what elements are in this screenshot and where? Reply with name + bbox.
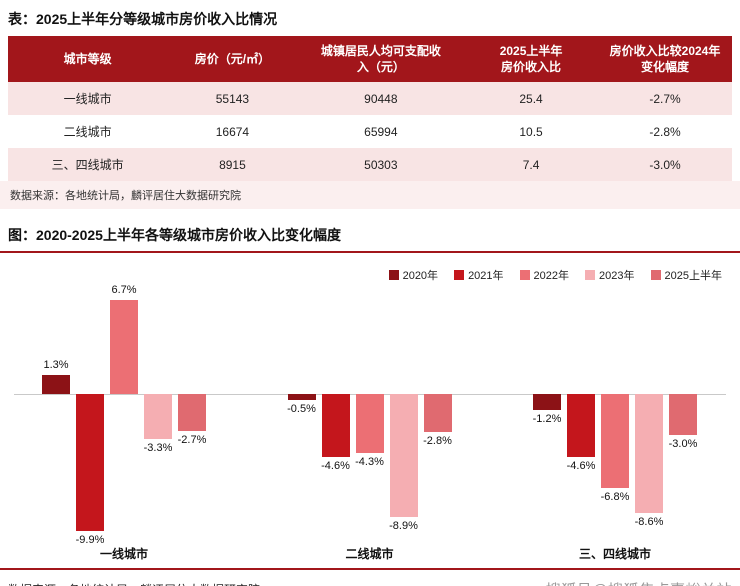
table-cell: 65994 xyxy=(364,124,398,139)
bar-三、四线城市-2022年 xyxy=(601,393,629,488)
chart-bottom-divider xyxy=(0,568,740,571)
bar-二线城市-2021年 xyxy=(321,393,350,458)
bar-value-label: 1.3% xyxy=(43,359,69,372)
legend-label: 2022年 xyxy=(533,270,570,283)
table-cell: -3.0% xyxy=(649,157,681,172)
x-axis-category-label: 二线城市 xyxy=(345,547,394,562)
table-cell: 90448 xyxy=(364,91,398,106)
table-cell: -2.8% xyxy=(649,124,681,139)
bar-value-label: -6.8% xyxy=(600,490,630,503)
chart-plot-area: 1.3% -9.9% 6.7% -3.3% -2.7% -0.5% -4.6% -4.3% -8… xyxy=(0,284,740,546)
legend-swatch-icon xyxy=(388,270,399,281)
bar-value-label: -8.6% xyxy=(634,515,664,528)
bar-group: 1.3% -9.9% 6.7% -3.3% -2.7% xyxy=(42,284,206,546)
bar-chart: 2020年 2021年 2022年 2023年 2025上半年 1.3% -9.9% 6.7… xyxy=(0,253,740,568)
table-header: 城市等级 房价（元/㎡） 城镇居民人均可支配收 入（元） 2025上半年 房价收入比房… xyxy=(8,36,732,83)
bar-二线城市-2023年 xyxy=(389,393,418,518)
x-axis-labels: 一线城市 二线城市 三、四线城市 xyxy=(0,539,740,568)
x-axis-category-label: 一线城市 xyxy=(99,547,148,562)
legend-item: 2022年 xyxy=(519,267,570,283)
table-header-cell: 房价收入比较2024年 变化幅度 xyxy=(598,36,732,83)
legend-label: 2021年 xyxy=(468,270,504,283)
bar-一线城市-2025上半年 xyxy=(178,393,206,432)
bar-value-label: -4.3% xyxy=(355,456,384,469)
table-cell: 50303 xyxy=(364,157,398,172)
table-cell: 10.5 xyxy=(519,124,543,139)
table-row: 二线城市 16674 65994 10.5 -2.8% xyxy=(8,115,732,149)
table-source-note: 数据来源：各地统计局，麟评居住大数据研究院 xyxy=(0,181,740,210)
bar-二线城市-2020年 xyxy=(287,393,316,401)
legend-item: 2023年 xyxy=(585,267,635,283)
legend-item: 2020年 xyxy=(388,267,439,283)
bar-value-label: -1.2% xyxy=(532,413,562,426)
table-header-cell: 2025上半年 房价收入比 xyxy=(464,36,599,83)
bar-三、四线城市-2020年 xyxy=(533,393,561,411)
table-cell: 8915 xyxy=(219,157,246,172)
legend-item: 2025上半年 xyxy=(650,267,722,283)
bar-三、四线城市-2021年 xyxy=(567,393,595,458)
bar-一线城市-2020年 xyxy=(42,375,70,394)
table-cell: 三、四线城市 xyxy=(51,158,124,173)
bar-一线城市-2021年 xyxy=(76,393,104,532)
legend-swatch-icon xyxy=(585,270,596,281)
chart-top-divider xyxy=(0,251,740,254)
chart-title: 图：2020-2025上半年各等级城市房价收入比变化幅度 xyxy=(8,227,341,244)
bar-二线城市-2022年 xyxy=(355,393,384,454)
table-cell: 16674 xyxy=(215,124,250,139)
table-header-cell: 城镇居民人均可支配收 入（元） xyxy=(297,36,465,83)
table-cell: -2.7% xyxy=(649,91,681,106)
legend-label: 2020年 xyxy=(402,270,439,283)
x-axis-category-label: 三、四线城市 xyxy=(578,547,651,562)
bar-group: -1.2% -4.6% -6.8% -8.6% -3.0% xyxy=(533,289,697,539)
legend-label: 2025上半年 xyxy=(664,270,722,283)
legend-label: 2023年 xyxy=(599,270,635,283)
bar-value-label: -2.7% xyxy=(177,434,207,447)
table-row: 一线城市 55143 90448 25.4 -2.7% xyxy=(8,82,732,116)
bar-三、四线城市-2023年 xyxy=(635,393,663,513)
legend-item: 2021年 xyxy=(454,267,504,283)
bar-group: -0.5% -4.6% -4.3% -8.9% -2.8% xyxy=(287,289,452,539)
bar-value-label: 6.7% xyxy=(111,284,137,297)
legend-swatch-icon xyxy=(519,270,530,281)
table-title: 表：2025上半年分等级城市房价收入比情况 xyxy=(8,11,278,27)
table-header-cell: 城市等级 xyxy=(8,36,168,83)
bar-一线城市-2022年 xyxy=(110,300,138,394)
bar-一线城市-2023年 xyxy=(144,393,172,440)
table-cell: 25.4 xyxy=(519,91,543,106)
bar-value-label: -2.8% xyxy=(423,435,452,448)
bar-三、四线城市-2025上半年 xyxy=(669,393,697,436)
bar-value-label: -4.6% xyxy=(321,460,350,473)
legend-swatch-icon xyxy=(454,270,465,281)
table-row: 三、四线城市 8915 50303 7.4 -3.0% xyxy=(8,148,732,182)
table-cell: 55143 xyxy=(215,91,250,106)
table-cell: 7.4 xyxy=(522,157,540,172)
chart-legend: 2020年 2021年 2022年 2023年 2025上半年 xyxy=(0,253,740,289)
legend-swatch-icon xyxy=(650,270,661,281)
bar-value-label: -3.0% xyxy=(668,438,698,451)
bar-二线城市-2025上半年 xyxy=(423,393,452,433)
bar-value-label: -9.9% xyxy=(75,534,105,547)
bar-value-label: -8.9% xyxy=(389,520,418,533)
table-cell: 一线城市 xyxy=(63,92,112,107)
bar-value-label: -0.5% xyxy=(287,403,316,416)
table-cell: 二线城市 xyxy=(63,125,112,140)
bar-value-label: -4.6% xyxy=(566,460,596,473)
chart-source-note: 数据来源：各地统计局，麟评居住大数据研究院 xyxy=(8,581,260,586)
bar-value-label: -3.3% xyxy=(143,442,173,455)
watermark-text: 搜狐号@搜狐焦点嘉峪关站 xyxy=(546,579,732,586)
price-income-table: 城市等级 房价（元/㎡） 城镇居民人均可支配收 入（元） 2025上半年 房价收入比房… xyxy=(8,36,732,182)
table-header-cell: 房价（元/㎡） xyxy=(167,36,298,83)
